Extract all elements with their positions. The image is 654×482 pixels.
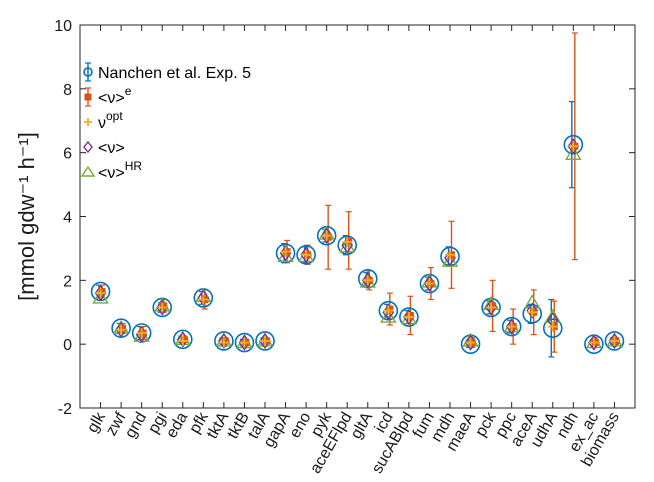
y-tick-label: 6	[63, 146, 72, 163]
y-axis-label-group: [mmol gdw⁻¹ h⁻¹]	[14, 132, 39, 301]
data-point-circle	[501, 316, 522, 337]
data-point-plus	[445, 249, 455, 260]
data-point-plus	[568, 141, 579, 152]
data-point-plus	[362, 275, 373, 286]
data-point-circle	[234, 332, 255, 353]
data-point-plus	[486, 302, 497, 313]
legend-entry: Nanchen et al. Exp. 5	[83, 62, 251, 82]
data-point-circle	[296, 245, 316, 265]
data-point-circle	[337, 235, 358, 256]
data-point-plus	[506, 321, 517, 332]
markers	[90, 134, 625, 354]
data-point-diamond	[320, 227, 333, 244]
data-point-plus	[301, 249, 312, 260]
legend-entry: <ν>e	[84, 84, 132, 107]
data-point-square	[119, 324, 127, 332]
data-point-square	[160, 302, 168, 310]
legend-entry: νopt	[84, 109, 123, 132]
data-point-plus	[321, 230, 332, 241]
data-point-square	[324, 233, 332, 241]
legend-label: νopt	[98, 109, 123, 132]
y-tick-label: 2	[63, 273, 72, 290]
legend-label-base: <ν>	[98, 140, 125, 157]
data-point-plus	[403, 312, 414, 323]
data-point-plus	[116, 324, 127, 335]
data-point-plus	[609, 335, 620, 346]
y-tick-label: 0	[63, 337, 72, 354]
legend-label-base: Nanchen et al. Exp. 5	[98, 65, 251, 82]
data-point-square	[180, 335, 188, 343]
legend-label-base: ν	[98, 115, 106, 132]
data-point-plus	[95, 288, 106, 299]
data-point-square	[406, 311, 414, 319]
legend-label: Nanchen et al. Exp. 5	[98, 65, 251, 82]
data-point-square	[386, 305, 394, 313]
data-point-square	[98, 288, 106, 296]
data-point-plus	[588, 337, 599, 348]
y-tick-label: 10	[54, 18, 72, 35]
data-point-circle	[275, 243, 296, 264]
data-point-plus	[383, 305, 394, 316]
y-tick-label: 8	[63, 82, 72, 99]
legend-marker-diamond	[83, 140, 93, 154]
legend-marker-triangle	[80, 165, 96, 177]
data-point-circle	[399, 307, 419, 327]
data-point-plus	[218, 337, 229, 348]
data-point-plus	[280, 246, 291, 257]
legend-entry: <ν>	[83, 140, 125, 157]
data-point-plus	[157, 302, 168, 313]
data-point-triangle	[92, 289, 109, 304]
data-point-plus	[424, 278, 435, 289]
data-point-circle	[255, 331, 275, 351]
data-point-square	[489, 302, 497, 310]
data-point-plus	[239, 337, 250, 348]
legend-label-sup: HR	[125, 159, 143, 173]
legend-label-base: <ν>	[98, 165, 125, 182]
y-axis-label: [mmol gdw⁻¹ h⁻¹]	[14, 132, 39, 301]
legend-label-sup: opt	[106, 109, 123, 123]
data-point-plus	[547, 321, 558, 332]
y-tick-label: -2	[58, 401, 72, 418]
legend-marker-square	[84, 93, 92, 101]
data-point-plus	[260, 335, 270, 346]
data-point-plus	[342, 237, 353, 248]
data-point-triangle	[380, 308, 397, 323]
data-point-plus	[465, 337, 476, 348]
legend-label-base: <ν>	[98, 90, 125, 107]
data-point-plus	[177, 335, 188, 346]
legend-label: <ν>HR	[98, 159, 142, 182]
data-point-diamond	[526, 302, 539, 319]
legend-marker-plus	[84, 118, 92, 126]
data-point-circle	[172, 329, 193, 350]
data-point-plus	[198, 294, 209, 305]
data-point-square	[221, 337, 229, 345]
data-point-square	[345, 236, 353, 244]
y-tick-label: 4	[63, 210, 72, 227]
data-point-triangle	[565, 145, 582, 160]
legend-label: <ν>e	[98, 84, 132, 107]
legend-label-sup: e	[125, 84, 132, 98]
data-point-circle	[542, 318, 563, 339]
legend-marker-circle	[83, 67, 93, 77]
data-point-circle	[604, 331, 625, 351]
data-point-plus	[527, 307, 538, 318]
legend-entry: <ν>HR	[80, 159, 142, 182]
legend-label: <ν>	[98, 140, 125, 157]
data-point-plus	[136, 327, 147, 338]
data-point-diamond	[197, 289, 210, 307]
data-point-circle	[214, 331, 234, 351]
